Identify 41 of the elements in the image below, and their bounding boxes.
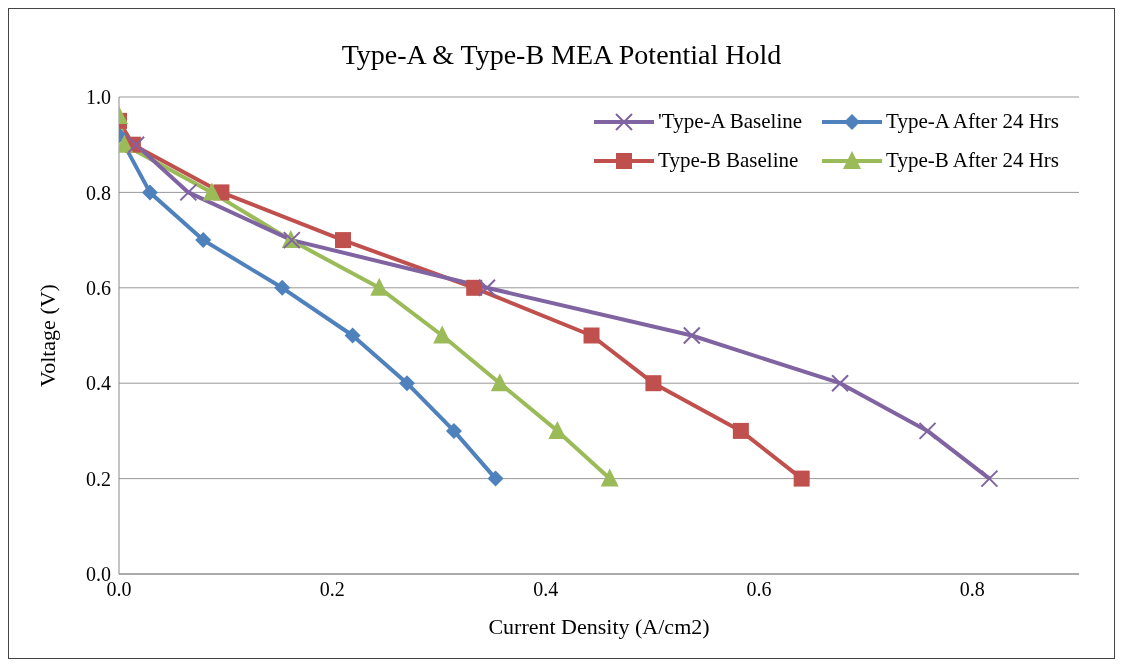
point xyxy=(445,422,462,439)
x-tick-label: 0.6 xyxy=(746,578,772,601)
point xyxy=(831,374,850,393)
point xyxy=(141,184,158,201)
point xyxy=(335,232,351,249)
point xyxy=(195,232,212,249)
point xyxy=(583,327,600,344)
x-tick-label: 0.4 xyxy=(533,578,559,601)
y-tick-label: 1.0 xyxy=(86,86,111,109)
point xyxy=(487,470,504,487)
point xyxy=(370,277,389,296)
point xyxy=(179,183,198,202)
legend-label: 'Type-A Baseline xyxy=(658,109,803,134)
point xyxy=(793,470,810,487)
point xyxy=(344,327,361,344)
point xyxy=(732,422,749,439)
point xyxy=(645,375,662,392)
chart-title: Type-A & Type-B MEA Potential Hold xyxy=(341,39,782,70)
legend-label: Type-A After 24 Hrs xyxy=(886,109,1059,134)
legend-label: Type-B After 24 Hrs xyxy=(886,148,1059,173)
legend-label: Type-B Baseline xyxy=(658,148,799,173)
x-tick-label: 0.8 xyxy=(959,578,985,601)
x-tick-label: 0.2 xyxy=(319,578,345,601)
point xyxy=(682,326,701,345)
y-tick-label: 0.2 xyxy=(86,467,111,490)
point xyxy=(466,279,483,296)
point xyxy=(980,469,999,488)
point xyxy=(202,182,221,201)
y-tick-label: 0.6 xyxy=(86,276,111,299)
y-tick-label: 0.8 xyxy=(86,181,111,204)
point xyxy=(918,421,937,440)
point xyxy=(399,375,415,392)
point xyxy=(548,420,567,439)
point xyxy=(274,279,291,296)
x-axis-title: Current Density (A/cm2) xyxy=(488,614,710,639)
point xyxy=(478,278,496,297)
point xyxy=(600,468,619,487)
point xyxy=(490,373,509,392)
y-axis-title: Voltage (V) xyxy=(34,284,60,387)
point xyxy=(127,135,146,154)
y-tick-label: 0.4 xyxy=(86,372,111,395)
